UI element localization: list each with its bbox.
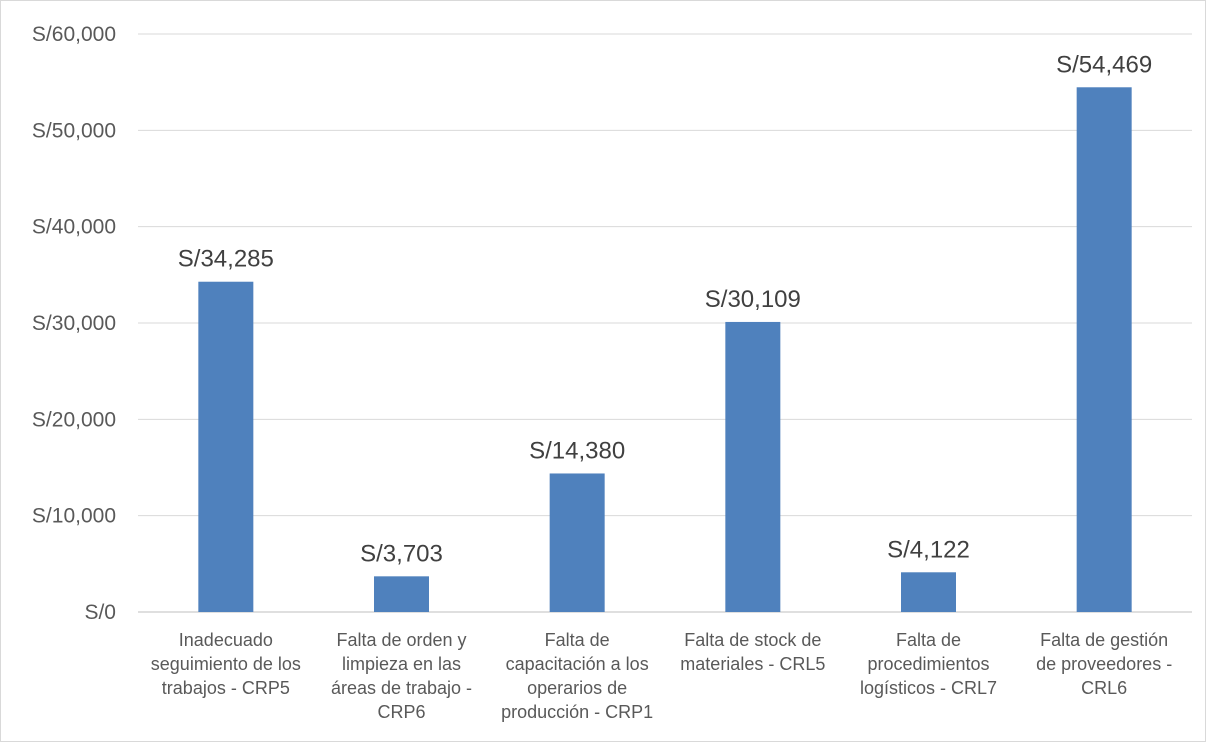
category-label: Falta de gestión de proveedores -CRL6 bbox=[1036, 630, 1172, 698]
gridlines bbox=[138, 33, 1192, 613]
bar bbox=[198, 281, 254, 612]
y-tick-label: S/30,000 bbox=[32, 312, 116, 335]
category-label: Falta de orden y limpieza en las áreas de … bbox=[331, 630, 472, 722]
y-axis-tick-labels: S/0 S/10,000 S/20,000 S/30,000 S/40,000 S/50,… bbox=[32, 23, 116, 624]
data-label: S/30,109 bbox=[705, 286, 801, 313]
bar bbox=[725, 321, 781, 612]
category-label: Falta de capacitación a los operarios de pr… bbox=[501, 630, 653, 722]
data-label: S/14,380 bbox=[529, 437, 625, 464]
y-tick-label: S/60,000 bbox=[32, 23, 116, 46]
bars bbox=[198, 87, 1132, 612]
bar bbox=[549, 473, 605, 612]
bar bbox=[1076, 87, 1132, 612]
category-label: Inadecuado seguimiento de los trabajos - C… bbox=[151, 630, 301, 698]
data-label: S/4,122 bbox=[887, 536, 970, 563]
y-tick-label: S/0 bbox=[84, 601, 116, 624]
x-axis-category-labels: Inadecuado seguimiento de los trabajos - C… bbox=[151, 630, 1172, 722]
category-label: Falta de procedimientos logísticos - CRL7 bbox=[860, 630, 997, 698]
data-label: S/34,285 bbox=[178, 246, 274, 273]
bar bbox=[374, 576, 429, 612]
data-label: S/3,703 bbox=[360, 540, 443, 567]
y-tick-label: S/40,000 bbox=[32, 216, 116, 239]
y-tick-label: S/50,000 bbox=[32, 119, 116, 142]
category-label: Falta de stock de materiales - CRL5 bbox=[680, 630, 825, 674]
data-labels: S/34,285 S/3,703 S/14,380 S/30,109 S/4,122 S/… bbox=[178, 51, 1152, 567]
y-tick-label: S/20,000 bbox=[32, 408, 116, 431]
y-tick-label: S/10,000 bbox=[32, 505, 116, 528]
data-label: S/54,469 bbox=[1056, 51, 1152, 78]
bar bbox=[901, 572, 956, 612]
